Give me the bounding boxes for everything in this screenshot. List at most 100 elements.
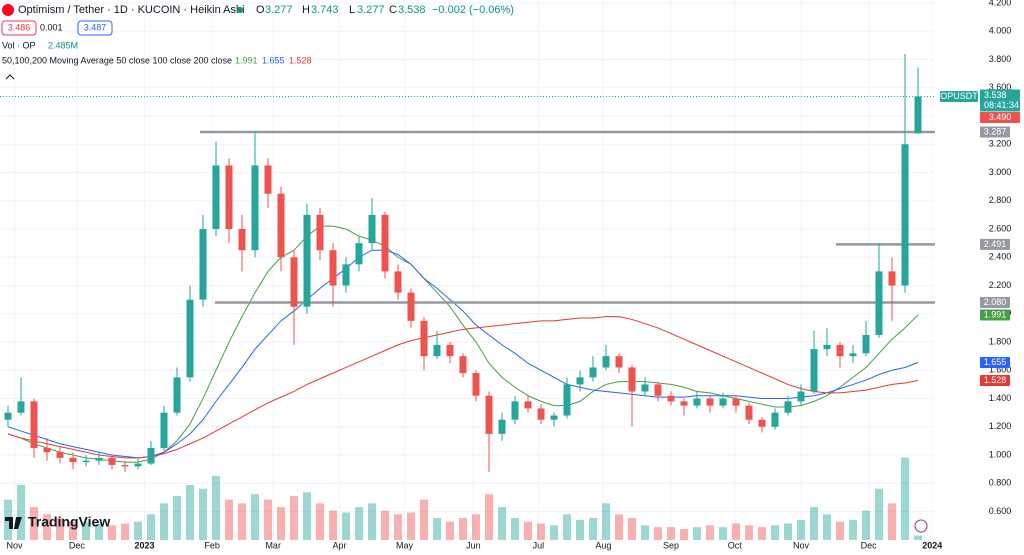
volume-bar [524,521,532,540]
candle-body [719,398,727,406]
ma-tag: 1.528 [984,375,1007,385]
collapse-toggle[interactable] [5,74,15,80]
volume-bar [186,485,194,540]
y-tick-label: 1.400 [989,393,1012,403]
y-tick-label: 3.600 [989,82,1012,92]
candle-body [173,377,181,413]
volume-bar [602,503,610,540]
volume-bar [329,510,337,540]
volume-bar [342,512,350,540]
symbol-title: Optimism / Tether · 1D · KUCOIN · Heikin… [18,4,245,16]
candle-body [225,165,233,230]
candle-body [667,395,675,402]
volume-bar [641,525,649,540]
candle-body [615,356,623,368]
volume-bar [836,521,844,540]
spread: 0.001 [40,22,63,32]
candle-body [251,165,259,251]
volume-bar [199,488,207,540]
x-tick-label: Jun [466,540,481,550]
y-tick-label: 1.200 [989,421,1012,431]
volume-bar [30,507,38,540]
y-tick-label: 0.600 [989,506,1012,516]
volume-bar [563,514,571,540]
candle-body [914,96,922,134]
x-tick-label: Aug [595,540,611,550]
moving-average [7,316,919,459]
volume-bar [576,519,584,540]
low-value: 3.277 [357,4,385,16]
candle-body [277,193,285,258]
candle-body [238,229,246,251]
ma-tag-bg [980,374,1010,386]
candle-body [875,271,883,335]
alert-icon[interactable] [914,519,928,533]
candle-body [706,398,714,406]
volume-bar [290,496,298,540]
candle-body [771,412,779,427]
volume-bar [615,514,623,540]
candle-body [849,353,857,357]
candle-body [381,214,389,272]
volume-bar [212,475,220,540]
candle-body [108,457,116,465]
plot-area [0,0,940,540]
volume-bar [82,521,90,540]
ma200-value: 1.528 [289,55,312,65]
candle-body [342,264,350,286]
candle-body [485,395,493,434]
candle-body [433,344,441,357]
sell-button[interactable] [1,20,37,36]
candle-body [810,349,818,392]
level-tag: 3.287 [984,126,1007,136]
symbol-tag-bg [940,90,978,102]
candle-body [82,460,90,463]
x-tick-label: Dec [69,540,86,550]
candle-body [654,384,662,396]
status-dot [237,7,243,13]
volume-bar [784,523,792,540]
volume-bar [810,507,818,540]
x-tick-label: 2023 [134,540,154,550]
y-tick-label: 2.800 [989,195,1012,205]
volume-bar [433,518,441,540]
ma-title: 50,100,200 Moving Average 50 close 100 c… [2,55,232,65]
candle-body [186,299,194,378]
volume-bar [498,507,506,540]
volume-bar [69,521,77,540]
candle-body [498,419,506,434]
symbol-tag: OPUSDT [940,91,978,101]
buy-button[interactable] [77,20,113,36]
level-tag: 2.491 [984,239,1007,249]
y-tick-label: 1.600 [989,365,1012,375]
candle-body [602,356,610,368]
ma-tag: 1.991 [984,309,1007,319]
volume-bar [485,494,493,540]
ohlc-label: C [389,4,397,16]
brand: TradingView [28,514,110,530]
candle-body [758,419,766,427]
volume-bar [537,523,545,540]
volume-bar [95,523,103,540]
volume-bar [654,527,662,540]
volume-bar [251,494,259,540]
volume-bar [134,521,142,540]
volume-bar [693,527,701,540]
candle-body [524,401,532,409]
volume-bar [173,496,181,540]
volume-bar [888,503,896,540]
volume-bar [862,510,870,540]
symbol-icon [2,4,14,16]
candle-body [589,367,597,378]
volume-bar [823,514,831,540]
volume-bar [550,525,558,540]
candle-body [472,373,480,396]
candle-body [446,344,454,357]
volume-bar [446,521,454,540]
ma-tag: 1.655 [984,357,1007,367]
candle-body [394,271,402,293]
y-tick-label: 3.200 [989,139,1012,149]
volume-bar [160,503,168,540]
volume-bar [355,507,363,540]
